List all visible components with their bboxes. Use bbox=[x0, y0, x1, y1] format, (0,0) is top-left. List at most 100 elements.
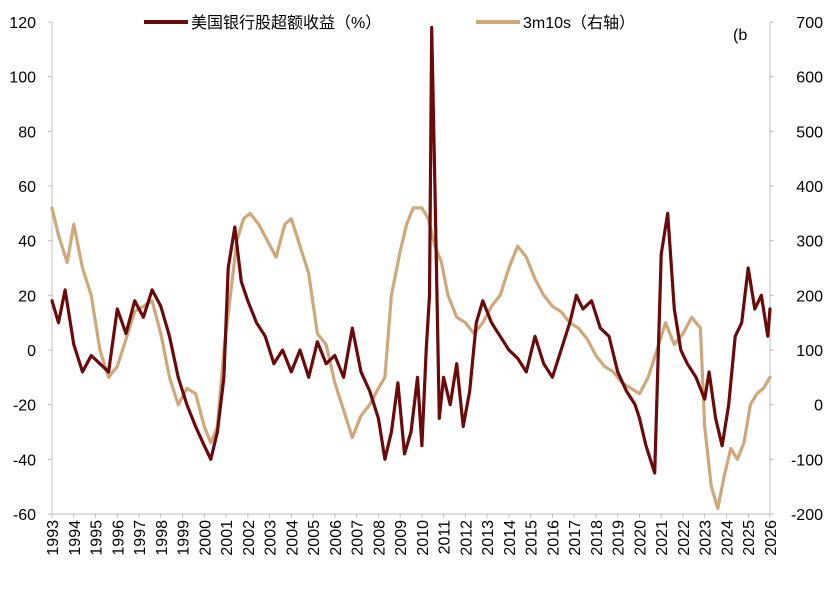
data-point-bank-excess-return bbox=[142, 316, 145, 319]
data-point-bank-excess-return bbox=[160, 305, 162, 308]
x-tick-label: 2001 bbox=[219, 520, 236, 556]
data-point-bank-excess-return bbox=[490, 321, 493, 324]
data-point-bank-excess-return bbox=[390, 431, 393, 433]
data-point-3m10s bbox=[299, 245, 301, 247]
data-point-bank-excess-return bbox=[107, 371, 110, 373]
x-tick-label: 2009 bbox=[393, 520, 410, 556]
x-tick-label: 2014 bbox=[502, 520, 519, 556]
x-tick-label: 2015 bbox=[524, 520, 541, 556]
data-point-bank-excess-return bbox=[351, 327, 354, 329]
data-point-3m10s bbox=[412, 207, 415, 209]
y-tick-label: -40 bbox=[13, 452, 36, 469]
data-point-bank-excess-return bbox=[703, 398, 706, 401]
data-point-bank-excess-return bbox=[590, 300, 593, 302]
data-point-bank-excess-return bbox=[410, 431, 412, 433]
data-point-3m10s bbox=[125, 338, 127, 340]
axes-layer: 120100806040200-20-40-607006005004003002… bbox=[9, 15, 823, 556]
data-point-bank-excess-return bbox=[64, 289, 66, 291]
data-point-3m10s bbox=[107, 376, 110, 379]
data-point-bank-excess-return bbox=[210, 458, 212, 461]
x-tick-label: 1997 bbox=[132, 520, 149, 556]
data-point-3m10s bbox=[447, 294, 449, 297]
data-point-bank-excess-return bbox=[740, 321, 743, 324]
data-point-bank-excess-return bbox=[99, 362, 101, 365]
data-point-bank-excess-return bbox=[434, 185, 436, 187]
y-tick-label: 40 bbox=[18, 234, 36, 251]
y2-tick-label: -200 bbox=[791, 507, 823, 524]
data-point-bank-excess-return bbox=[416, 376, 419, 379]
y-tick-label: -20 bbox=[13, 398, 36, 415]
y-tick-label: 20 bbox=[18, 288, 36, 305]
data-point-bank-excess-return bbox=[542, 362, 545, 365]
data-point-3m10s bbox=[249, 212, 251, 215]
x-tick-label: 2008 bbox=[371, 520, 388, 556]
x-tick-label: 1995 bbox=[89, 520, 106, 556]
data-point-bank-excess-return bbox=[438, 417, 441, 420]
y-tick-label: 60 bbox=[18, 179, 36, 196]
data-point-bank-excess-return bbox=[73, 343, 75, 346]
data-point-3m10s bbox=[703, 425, 706, 428]
data-point-3m10s bbox=[612, 371, 615, 373]
x-tick-label: 2005 bbox=[306, 520, 323, 556]
data-point-bank-excess-return bbox=[368, 390, 371, 392]
data-point-3m10s bbox=[551, 305, 554, 308]
x-tick-label: 2002 bbox=[241, 520, 258, 556]
data-point-3m10s bbox=[229, 294, 232, 297]
data-point-3m10s bbox=[151, 300, 153, 302]
data-point-bank-excess-return bbox=[516, 357, 519, 360]
data-point-3m10s bbox=[595, 354, 597, 357]
y2-tick-label: 300 bbox=[796, 234, 823, 251]
data-point-3m10s bbox=[99, 349, 101, 351]
data-point-3m10s bbox=[194, 392, 197, 395]
data-point-bank-excess-return bbox=[708, 371, 710, 373]
data-point-3m10s bbox=[769, 376, 771, 379]
y2-tick-label: 100 bbox=[796, 343, 823, 360]
legend-label-3m10s: 3m10s（右轴） bbox=[523, 14, 635, 32]
data-point-bank-excess-return bbox=[534, 335, 536, 338]
data-point-3m10s bbox=[723, 474, 726, 477]
data-point-3m10s bbox=[351, 436, 354, 439]
x-tick-label: 2006 bbox=[328, 520, 345, 556]
x-tick-label: 1998 bbox=[154, 520, 171, 556]
y2-tick-label: 600 bbox=[796, 70, 823, 87]
x-tick-label: 2003 bbox=[263, 520, 280, 556]
data-point-3m10s bbox=[257, 223, 260, 226]
data-point-bank-excess-return bbox=[754, 308, 756, 310]
data-point-bank-excess-return bbox=[714, 417, 717, 420]
data-point-bank-excess-return bbox=[653, 472, 656, 474]
data-point-3m10s bbox=[560, 310, 562, 313]
data-point-3m10s bbox=[577, 327, 580, 329]
data-point-3m10s bbox=[499, 294, 502, 297]
data-point-3m10s bbox=[508, 267, 510, 269]
data-point-bank-excess-return bbox=[384, 458, 386, 461]
data-point-bank-excess-return bbox=[599, 327, 602, 329]
y2-tick-label: 500 bbox=[796, 124, 823, 141]
data-point-3m10s bbox=[81, 267, 84, 269]
data-point-bank-excess-return bbox=[186, 403, 188, 406]
data-point-3m10s bbox=[699, 327, 702, 329]
data-point-bank-excess-return bbox=[673, 308, 676, 310]
data-point-bank-excess-return bbox=[499, 335, 502, 338]
data-point-bank-excess-return bbox=[227, 267, 229, 269]
data-point-3m10s bbox=[542, 294, 545, 297]
x-tick-label: 2013 bbox=[480, 520, 497, 556]
data-point-3m10s bbox=[90, 294, 92, 297]
data-point-bank-excess-return bbox=[177, 376, 179, 379]
data-point-3m10s bbox=[482, 321, 484, 324]
right-axis-unit-label: (b bbox=[733, 27, 747, 44]
data-point-3m10s bbox=[57, 234, 60, 236]
data-point-bank-excess-return bbox=[290, 371, 293, 373]
data-point-bank-excess-return bbox=[307, 376, 310, 379]
x-tick-label: 2025 bbox=[741, 520, 758, 556]
data-point-3m10s bbox=[116, 365, 119, 368]
data-point-bank-excess-return bbox=[525, 371, 528, 373]
y-tick-label: 100 bbox=[9, 70, 36, 87]
data-point-bank-excess-return bbox=[421, 444, 423, 447]
data-point-3m10s bbox=[440, 261, 443, 264]
x-tick-label: 2021 bbox=[654, 520, 671, 556]
data-point-3m10s bbox=[399, 250, 401, 253]
data-point-bank-excess-return bbox=[203, 444, 206, 447]
data-point-3m10s bbox=[242, 218, 245, 220]
x-tick-label: 2020 bbox=[632, 520, 649, 556]
data-point-bank-excess-return bbox=[625, 390, 628, 392]
